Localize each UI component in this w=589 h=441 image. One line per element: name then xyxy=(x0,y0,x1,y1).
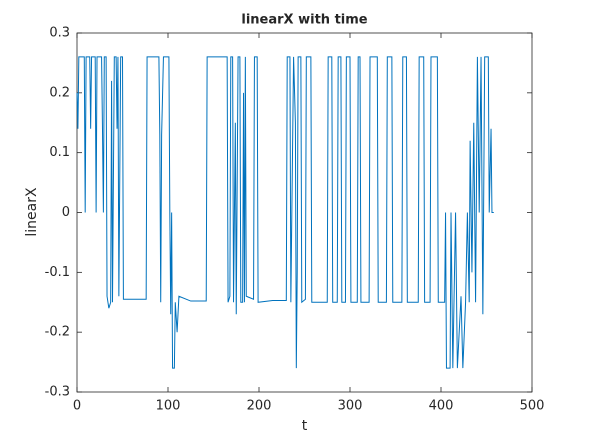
y-tick-label: -0.3 xyxy=(45,385,70,400)
plot-box xyxy=(76,32,533,393)
y-tick-label: -0.1 xyxy=(45,265,70,280)
x-tick-label: 0 xyxy=(73,399,81,414)
x-tick-label: 300 xyxy=(338,399,363,414)
x-tick-label: 500 xyxy=(520,399,545,414)
y-tick-label: 0 xyxy=(62,205,70,220)
x-axis-label: t xyxy=(302,418,308,434)
chart-title: linearX with time xyxy=(241,13,367,28)
y-axis-label: linearX xyxy=(24,187,40,237)
y-tick-label: 0.2 xyxy=(49,85,70,100)
data-line xyxy=(76,56,494,369)
x-tick-label: 400 xyxy=(429,399,454,414)
y-tick-label: 0.3 xyxy=(49,26,70,41)
y-tick-label: -0.2 xyxy=(45,325,70,340)
x-tick-label: 200 xyxy=(247,399,272,414)
x-tick-label: 100 xyxy=(156,399,181,414)
y-tick-label: 0.1 xyxy=(49,145,70,160)
